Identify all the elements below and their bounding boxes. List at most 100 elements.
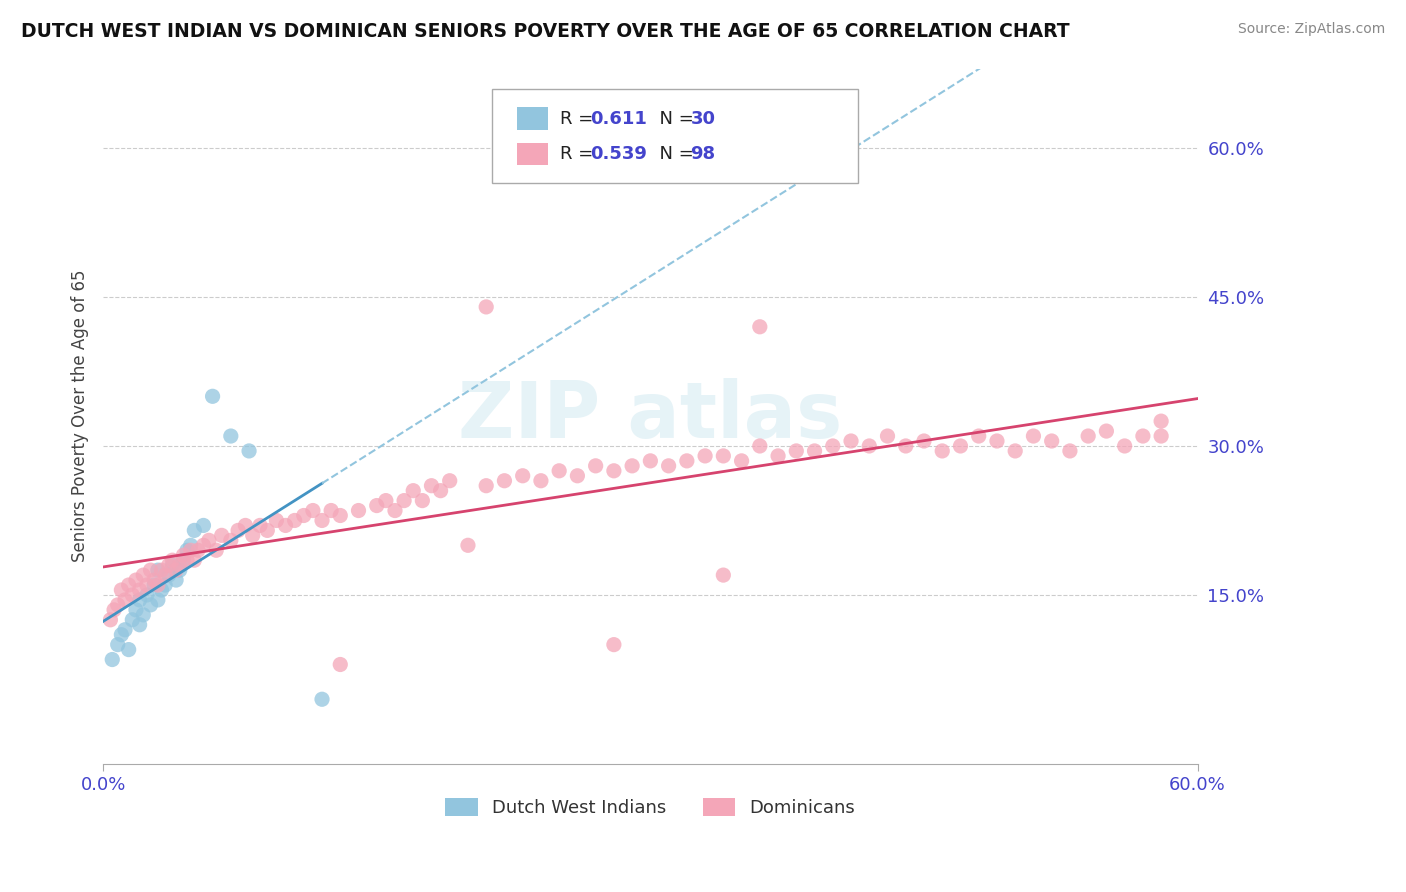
Point <box>1004 444 1026 458</box>
Point <box>226 524 249 538</box>
Point <box>135 578 157 592</box>
Point <box>165 563 187 577</box>
Point <box>475 300 498 314</box>
Point <box>172 553 194 567</box>
Point <box>292 508 315 523</box>
Point <box>912 434 935 448</box>
Point <box>266 513 288 527</box>
Text: Source: ZipAtlas.com: Source: ZipAtlas.com <box>1237 22 1385 37</box>
Point <box>392 493 415 508</box>
Point <box>183 553 205 567</box>
Point <box>107 638 129 652</box>
Point <box>219 429 242 443</box>
Point <box>157 568 180 582</box>
Text: 30: 30 <box>690 110 716 128</box>
Point <box>711 449 734 463</box>
Point <box>676 454 699 468</box>
Point <box>121 613 143 627</box>
Point <box>146 563 169 577</box>
Point <box>585 458 607 473</box>
Point <box>748 319 770 334</box>
Point <box>176 543 198 558</box>
Point <box>384 503 406 517</box>
Point <box>146 593 169 607</box>
Point <box>193 518 215 533</box>
Point <box>180 543 202 558</box>
Point <box>121 588 143 602</box>
Point <box>153 578 176 592</box>
Point <box>238 444 260 458</box>
Point <box>135 588 157 602</box>
Point <box>329 508 352 523</box>
Point <box>162 558 184 573</box>
Point <box>1150 429 1173 443</box>
Point <box>475 479 498 493</box>
Point <box>366 499 388 513</box>
Text: ZIP atlas: ZIP atlas <box>458 378 842 454</box>
Point <box>183 524 205 538</box>
Point <box>176 553 198 567</box>
Point <box>256 524 278 538</box>
Point <box>128 617 150 632</box>
Point <box>803 444 825 458</box>
Point <box>211 528 233 542</box>
Point <box>429 483 451 498</box>
Point <box>876 429 898 443</box>
Point <box>931 444 953 458</box>
Point <box>311 513 333 527</box>
Point <box>114 593 136 607</box>
Point <box>169 563 191 577</box>
Legend: Dutch West Indians, Dominicans: Dutch West Indians, Dominicans <box>439 790 863 824</box>
Point <box>986 434 1008 448</box>
Point <box>150 582 173 597</box>
Point <box>603 464 626 478</box>
Point <box>1150 414 1173 428</box>
Point <box>1040 434 1063 448</box>
Point <box>785 444 807 458</box>
Point <box>693 449 716 463</box>
Text: 98: 98 <box>690 145 716 163</box>
Point <box>110 628 132 642</box>
Point <box>162 553 184 567</box>
Point <box>658 458 681 473</box>
Point <box>567 468 589 483</box>
Point <box>284 513 307 527</box>
Point <box>242 528 264 542</box>
Point <box>949 439 972 453</box>
Point <box>125 573 148 587</box>
Point <box>118 578 141 592</box>
Point <box>219 533 242 548</box>
Point <box>118 642 141 657</box>
Point <box>839 434 862 448</box>
Point <box>1077 429 1099 443</box>
Point <box>894 439 917 453</box>
Point <box>110 582 132 597</box>
Point <box>143 578 166 592</box>
Point <box>201 389 224 403</box>
Point <box>730 454 752 468</box>
Text: DUTCH WEST INDIAN VS DOMINICAN SENIORS POVERTY OVER THE AGE OF 65 CORRELATION CH: DUTCH WEST INDIAN VS DOMINICAN SENIORS P… <box>21 22 1070 41</box>
Point <box>103 603 125 617</box>
Text: N =: N = <box>648 145 700 163</box>
Point <box>157 558 180 573</box>
Point <box>249 518 271 533</box>
Point <box>530 474 553 488</box>
Point <box>321 503 343 517</box>
Point <box>457 538 479 552</box>
Text: R =: R = <box>560 110 599 128</box>
Point <box>180 538 202 552</box>
Point <box>402 483 425 498</box>
Point <box>132 568 155 582</box>
Point <box>205 543 228 558</box>
Point <box>187 543 209 558</box>
Point <box>235 518 257 533</box>
Point <box>169 558 191 573</box>
Point <box>139 563 162 577</box>
Point <box>967 429 990 443</box>
Point <box>1114 439 1136 453</box>
Y-axis label: Seniors Poverty Over the Age of 65: Seniors Poverty Over the Age of 65 <box>72 270 89 563</box>
Point <box>411 493 433 508</box>
Text: 0.539: 0.539 <box>591 145 647 163</box>
Point <box>139 598 162 612</box>
Point <box>858 439 880 453</box>
